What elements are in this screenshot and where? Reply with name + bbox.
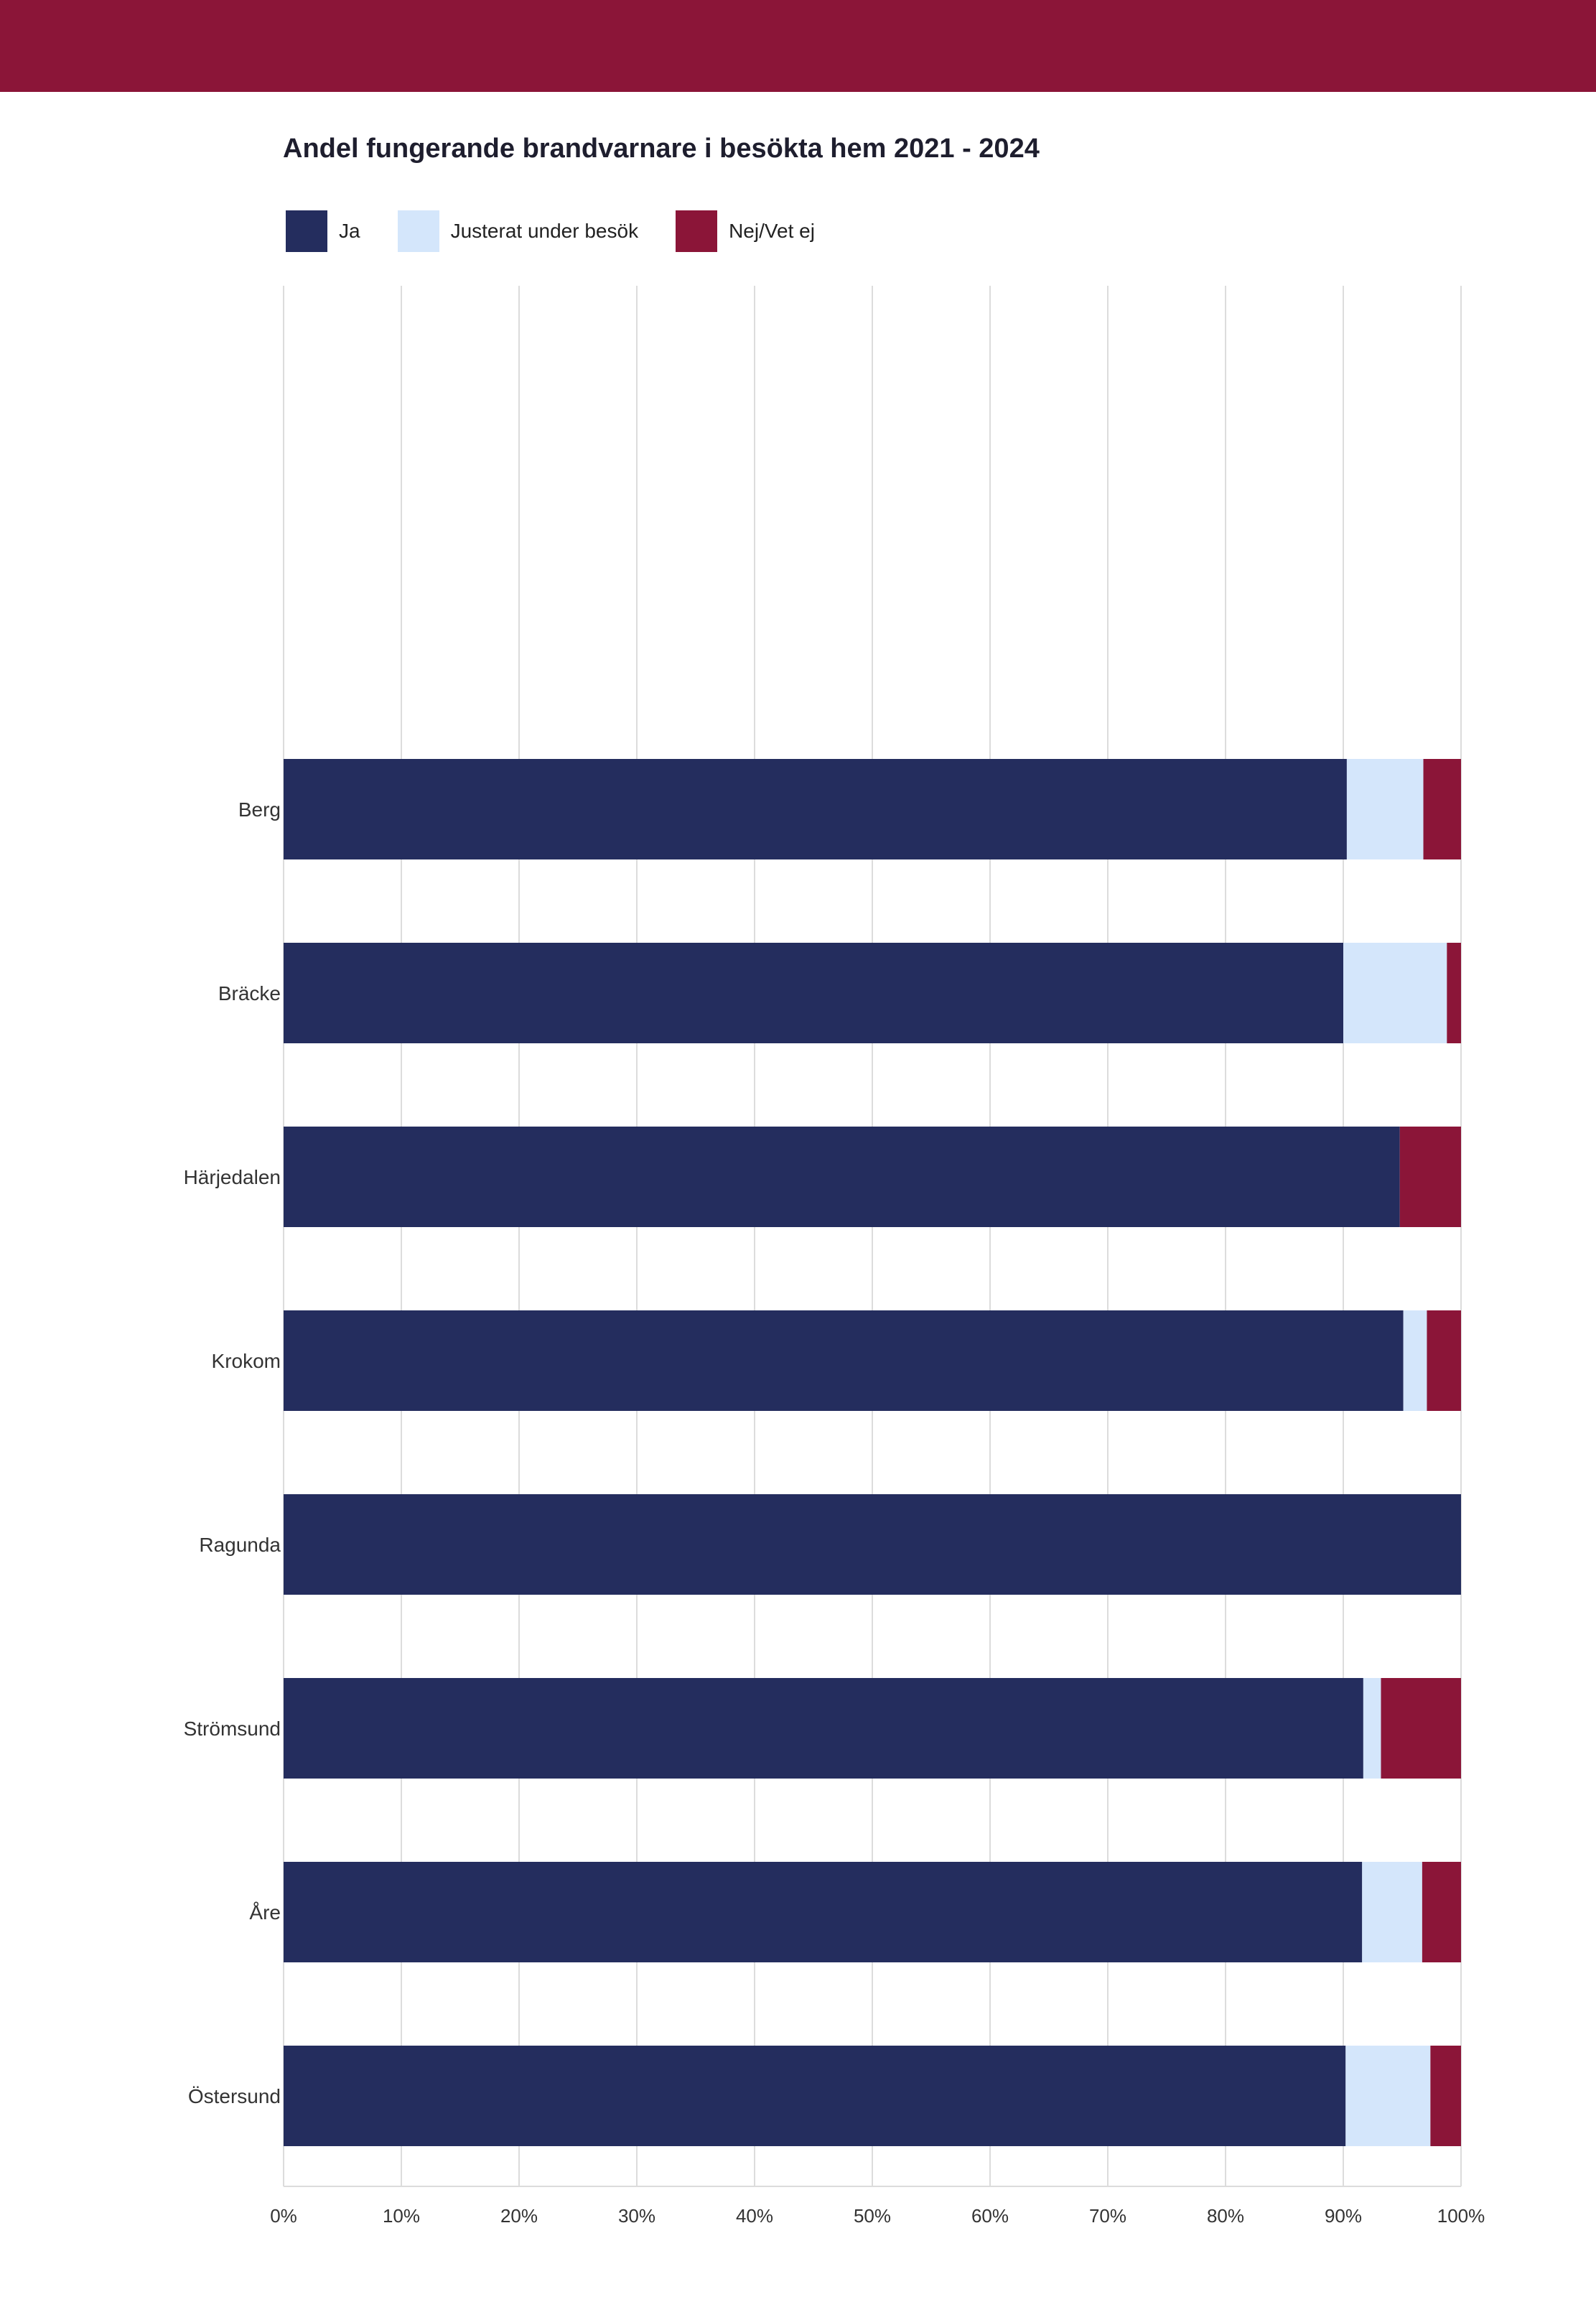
legend-item-ja: Ja xyxy=(286,210,360,252)
x-tick-label: 30% xyxy=(618,2205,655,2227)
bar-ja xyxy=(284,943,1343,1043)
bar-justerat xyxy=(1345,2046,1431,2146)
category-label: Krokom xyxy=(212,1350,281,1372)
category-label: Åre xyxy=(249,1901,281,1924)
category-label: Ragunda xyxy=(199,1534,281,1556)
bar-nej xyxy=(1423,759,1461,859)
x-tick-label: 40% xyxy=(736,2205,773,2227)
bar-nej xyxy=(1399,1127,1461,1227)
bar-ja xyxy=(284,1678,1363,1779)
bar-justerat xyxy=(1343,943,1447,1043)
bar-nej xyxy=(1422,1862,1461,1962)
bar-ja xyxy=(284,1127,1400,1227)
bar-nej xyxy=(1430,2046,1461,2146)
bar-ja xyxy=(284,2046,1346,2146)
chart-title: Andel fungerande brandvarnare i besökta … xyxy=(283,134,1040,164)
x-tick-label: 100% xyxy=(1437,2205,1485,2227)
legend: Ja Justerat under besök Nej/Vet ej xyxy=(286,210,852,253)
bar-justerat xyxy=(1403,1310,1427,1411)
bar-justerat xyxy=(1362,1862,1422,1962)
x-tick-label: 60% xyxy=(971,2205,1009,2227)
category-label: Strömsund xyxy=(184,1718,281,1740)
category-label: Berg xyxy=(238,798,281,821)
x-tick-label: 90% xyxy=(1325,2205,1362,2227)
bar-ja xyxy=(284,1310,1404,1411)
bar-justerat xyxy=(1346,759,1424,859)
bar-nej xyxy=(1381,1678,1461,1779)
x-tick-label: 70% xyxy=(1089,2205,1126,2227)
x-tick-label: 10% xyxy=(383,2205,420,2227)
legend-item-justerat: Justerat under besök xyxy=(397,210,639,252)
legend-label-nej: Nej/Vet ej xyxy=(729,220,815,242)
legend-swatch-justerat xyxy=(397,210,439,252)
x-tick-label: 50% xyxy=(854,2205,891,2227)
x-tick-label: 0% xyxy=(270,2205,297,2227)
top-band xyxy=(0,0,1596,92)
category-label: Härjedalen xyxy=(184,1166,281,1188)
bar-nej xyxy=(1427,1310,1461,1411)
bar-justerat xyxy=(1363,1678,1381,1779)
bar-nej xyxy=(1447,943,1461,1043)
x-tick-label: 20% xyxy=(500,2205,538,2227)
legend-swatch-nej xyxy=(676,210,718,252)
legend-label-ja: Ja xyxy=(339,220,360,242)
bar-ja xyxy=(284,1862,1363,1962)
legend-label-justerat: Justerat under besök xyxy=(450,220,639,242)
category-label: Östersund xyxy=(188,2085,281,2107)
legend-item-nej: Nej/Vet ej xyxy=(676,210,815,252)
legend-swatch-ja xyxy=(286,210,327,252)
bar-ja xyxy=(284,759,1347,859)
bar-ja xyxy=(284,1494,1461,1595)
category-label: Bräcke xyxy=(218,982,281,1005)
x-tick-label: 80% xyxy=(1207,2205,1244,2227)
